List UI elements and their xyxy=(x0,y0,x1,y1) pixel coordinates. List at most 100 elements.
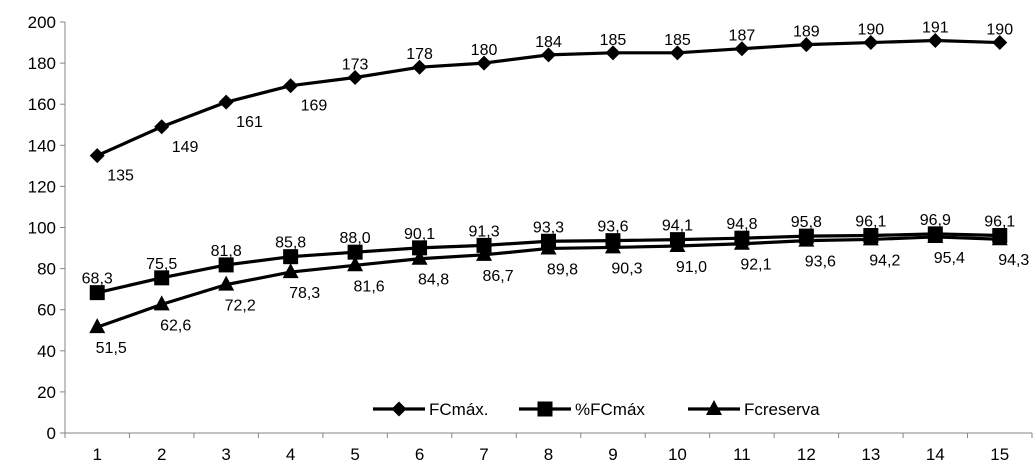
data-point xyxy=(218,94,234,110)
y-tick-label: 80 xyxy=(37,260,56,279)
data-label: 94,8 xyxy=(726,216,757,233)
x-tick-label: 8 xyxy=(544,445,553,464)
data-point xyxy=(798,37,814,53)
data-label: 178 xyxy=(406,46,433,63)
data-label: 84,8 xyxy=(418,272,449,289)
legend-marker xyxy=(391,401,407,417)
legend-label: Fcreserva xyxy=(744,400,820,419)
series-fcm-x: 135 149 161 169 173 178 180 184 185 185 187 189 190 1… xyxy=(89,19,1013,185)
data-label: 96,1 xyxy=(984,214,1015,231)
y-tick-label: 180 xyxy=(28,54,56,73)
series-fcm-x: 68,3 75,5 81,8 85,8 88,0 90,1 91,3 93,3 93,6 94,1… xyxy=(82,212,1015,301)
data-label: 91,0 xyxy=(676,259,707,276)
data-label: 96,9 xyxy=(920,212,951,229)
data-point xyxy=(863,35,879,51)
data-point xyxy=(89,318,106,334)
data-label: 190 xyxy=(986,22,1013,39)
data-label: 90,1 xyxy=(404,226,435,243)
x-tick-label: 9 xyxy=(608,445,617,464)
data-label: 89,8 xyxy=(547,261,578,278)
data-point xyxy=(283,249,299,265)
data-point xyxy=(154,270,170,286)
data-label: 94,3 xyxy=(998,252,1029,269)
y-tick-label: 20 xyxy=(37,383,56,402)
data-label: 135 xyxy=(107,168,134,185)
data-label: 169 xyxy=(301,98,328,115)
data-label: 68,3 xyxy=(82,271,113,288)
x-tick-label: 5 xyxy=(350,445,359,464)
x-tick-label: 12 xyxy=(797,445,816,464)
legend-item: Fcreserva xyxy=(688,400,820,419)
data-label: 51,5 xyxy=(96,340,127,357)
x-tick-label: 1 xyxy=(92,445,101,464)
data-label: 94,1 xyxy=(662,218,693,235)
data-point xyxy=(283,78,299,94)
data-label: 190 xyxy=(857,22,884,39)
data-label: 95,4 xyxy=(934,250,965,267)
data-point xyxy=(218,257,234,273)
x-tick-label: 2 xyxy=(157,445,166,464)
y-tick-label: 140 xyxy=(28,136,56,155)
data-point xyxy=(89,285,105,301)
legend-marker xyxy=(706,400,722,415)
data-point xyxy=(476,245,493,261)
data-point xyxy=(154,119,170,135)
data-label: 91,3 xyxy=(468,223,499,240)
data-point xyxy=(218,275,235,291)
data-label: 173 xyxy=(342,56,369,73)
x-tick-label: 15 xyxy=(990,445,1009,464)
data-point xyxy=(605,45,621,61)
y-tick-label: 60 xyxy=(37,301,56,320)
data-label: 75,5 xyxy=(146,256,177,273)
data-point xyxy=(733,234,750,250)
data-point xyxy=(153,295,170,311)
data-label: 81,6 xyxy=(354,278,385,295)
x-tick-label: 11 xyxy=(733,445,751,464)
y-tick-label: 120 xyxy=(28,177,56,196)
data-label: 62,6 xyxy=(160,317,191,334)
data-label: 189 xyxy=(793,24,820,41)
legend-label: FCmáx. xyxy=(429,400,489,419)
data-label: 88,0 xyxy=(340,230,371,247)
y-tick-label: 200 xyxy=(28,13,56,32)
data-point xyxy=(862,230,879,246)
data-point xyxy=(476,55,492,71)
data-label: 90,3 xyxy=(611,260,642,277)
y-tick-label: 0 xyxy=(47,424,56,443)
x-tick-label: 7 xyxy=(479,445,488,464)
data-label: 185 xyxy=(600,32,627,49)
x-tick-label: 4 xyxy=(286,445,295,464)
x-tick-label: 13 xyxy=(861,445,880,464)
data-point xyxy=(540,239,557,255)
x-tick-label: 10 xyxy=(668,445,687,464)
data-point xyxy=(669,236,686,252)
series-fcreserva: 51,5 62,6 72,2 78,3 81,6 84,8 86,7 89,8 90,3 91,0… xyxy=(89,227,1029,357)
data-label: 180 xyxy=(471,42,498,59)
data-label: 191 xyxy=(922,19,949,36)
data-point xyxy=(927,227,944,243)
data-point xyxy=(541,47,556,63)
data-point xyxy=(411,249,428,265)
data-label: 86,7 xyxy=(482,268,513,285)
legend-marker xyxy=(537,401,553,417)
data-label: 187 xyxy=(729,28,756,45)
data-label: 184 xyxy=(535,34,562,51)
data-label: 93,6 xyxy=(597,219,628,236)
data-label: 96,1 xyxy=(855,214,886,231)
legend-label: %FCmáx xyxy=(575,400,645,419)
x-tick-label: 6 xyxy=(415,445,424,464)
data-point xyxy=(476,237,492,253)
legend-item: FCmáx. xyxy=(373,400,489,419)
data-point xyxy=(992,35,1008,51)
data-point xyxy=(347,256,364,272)
data-point xyxy=(347,244,363,260)
data-label: 185 xyxy=(664,32,691,49)
data-point xyxy=(347,69,363,85)
data-point xyxy=(669,45,685,61)
data-label: 85,8 xyxy=(275,235,306,252)
data-label: 94,2 xyxy=(869,252,900,269)
y-tick-label: 160 xyxy=(28,95,56,114)
data-label: 92,1 xyxy=(740,257,771,274)
data-label: 95,8 xyxy=(791,214,822,231)
